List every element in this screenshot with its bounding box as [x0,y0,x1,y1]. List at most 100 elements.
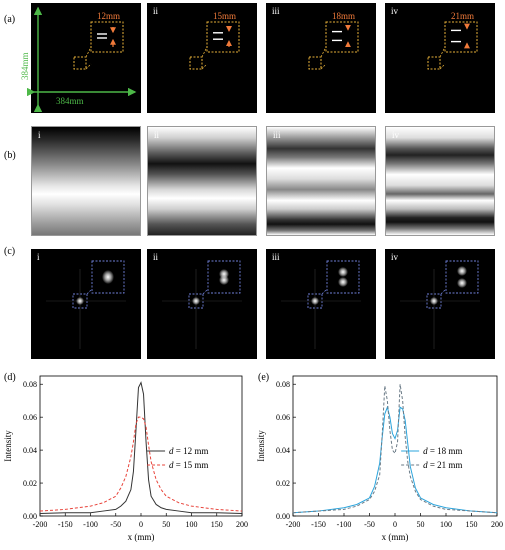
spacing-label: 21mm [451,11,474,21]
panel-roman: ii [154,130,160,140]
legend-entry: d = 21 mm [423,460,462,470]
x-tick-label: -50 [110,520,121,529]
chart-d: -200 -150 -100 -50 0 50 100 150 200 0.00 0.02 0.04 0… [3,375,248,542]
recon-connector [202,288,209,295]
x-tick-label: -200 [33,520,48,529]
y-tick-label: 0.08 [276,380,290,389]
small-box [308,56,322,70]
recon-zoom-box [207,260,241,294]
series-line-2 [39,416,243,512]
recon-spot [430,297,438,305]
x-tick-label: -50 [364,520,375,529]
spacing-label: 15mm [213,11,236,21]
mask-overlays: 384mm 384mm 12mm 15mm 18mm 21mm [20,6,478,112]
panel-roman: iii [272,252,280,262]
small-box [189,56,203,70]
small-box [427,56,441,70]
recon-connector [321,288,328,295]
zoom-box [325,21,359,53]
panel-roman: iii [272,6,280,16]
y-tick-label: 0.04 [276,446,290,455]
panel-roman: iv [392,130,400,140]
panel-roman: i [38,130,41,140]
zoom-spot-top [338,267,348,277]
x-tick-label: 100 [440,520,452,529]
x-tick-label: -100 [337,520,352,529]
y-tick-label: 0.04 [23,446,37,455]
y-tick-label: 0.06 [276,413,290,422]
series-line-1 [292,405,498,514]
x-axis-label: x (mm) [382,532,409,542]
zoom-box [90,21,124,53]
legend-entry: d = 15 mm [169,460,208,470]
dimension-horizontal-label: 384mm [56,96,84,106]
recon-spot [76,297,84,305]
zoom-spot-bottom [457,278,467,288]
recon-spot [192,297,200,305]
row-label-b: (b) [4,150,16,161]
x-tick-label: 50 [417,520,425,529]
panel-roman: iii [273,130,281,140]
legend-entry: d = 12 mm [169,446,208,456]
x-axis-label: x (mm) [128,532,155,542]
x-tick-label: -150 [311,520,326,529]
series-line-2 [292,384,498,514]
small-box [73,56,87,70]
y-axis-label: Intensity [3,430,13,462]
recon-connector [86,288,93,295]
y-tick-label: 0.00 [276,512,290,521]
legend-entry: d = 18 mm [423,446,462,456]
zoom-spot [102,270,114,284]
panel-roman: ii [153,6,159,16]
connector-line [320,46,327,58]
recon-panel-iii: iii [266,249,376,359]
recon-overlays [46,260,480,349]
recon-zoom-box [445,260,479,294]
recon-panel-i: i [31,249,141,359]
zoom-spot-bottom [338,277,348,287]
x-tick-label: -100 [83,520,98,529]
spacing-label: 12mm [97,11,120,21]
series-line-1 [39,381,243,515]
x-tick-label: -150 [58,520,73,529]
dimension-vertical-label: 384mm [20,52,30,80]
recon-spot [311,297,319,305]
chart-e: -200 -150 -100 -50 0 50 100 150 200 0.00 0.02 0.04 0… [256,375,503,542]
x-tick-label: 100 [186,520,198,529]
fringe-panel-i: i [31,126,141,236]
connector-line [85,63,92,70]
fringe-panel-ii: ii [147,126,257,236]
row-label-d: (d) [4,372,16,383]
y-axis-label: Intensity [256,430,266,462]
connector-line [320,63,327,70]
y-tick-label: 0.08 [23,380,37,389]
connector-line [439,46,446,58]
zoom-box [444,21,478,53]
panel-roman: i [37,252,40,262]
x-tick-label: 0 [139,520,143,529]
recon-panel-iv: iv [385,249,495,359]
recon-zoom-box [91,260,125,294]
fringe-panel-iv: iv [385,126,495,236]
zoom-spot-bottom [219,275,229,285]
plot-frame [39,375,243,517]
x-tick-label: -200 [286,520,301,529]
panel-roman: iv [391,6,399,16]
mask-panel-ii: ii [147,3,257,113]
x-tick-label: 0 [393,520,397,529]
y-tick-label: 0.02 [276,479,290,488]
connector-line [439,63,446,70]
x-tick-label: 200 [236,520,248,529]
mask-panel-iv: iv [385,3,495,113]
x-tick-label: 200 [491,520,503,529]
row-label-c: (c) [4,246,16,257]
recon-zoom-box [326,260,360,294]
recon-panel-ii: ii [147,249,257,359]
x-tick-label: 50 [162,520,170,529]
recon-connector [440,288,447,295]
panel-roman: ii [153,252,159,262]
x-tick-label: 150 [466,520,478,529]
x-tick-label: 150 [211,520,223,529]
zoom-spot-top [457,266,467,276]
panel-roman: iv [391,252,399,262]
